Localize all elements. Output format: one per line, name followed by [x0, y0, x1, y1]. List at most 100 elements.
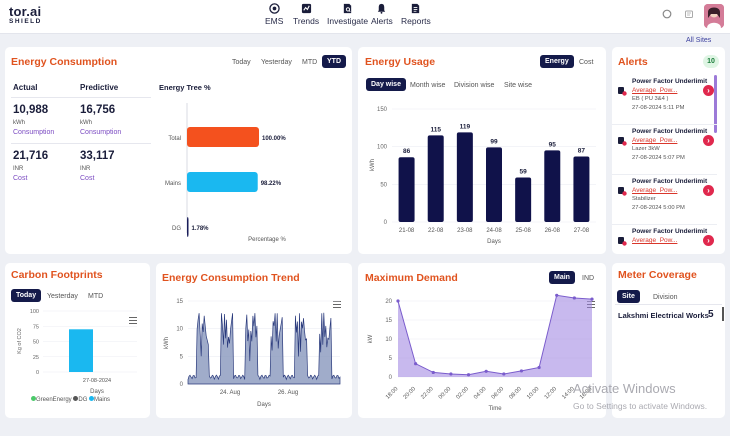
nav-label: Trends [293, 16, 320, 26]
actual-kwh-unit: kWh [13, 120, 25, 126]
bell-icon [378, 3, 386, 14]
avatar[interactable] [704, 4, 724, 28]
tick-label: 100 [30, 309, 39, 315]
nav-investigate[interactable]: Investigate [327, 3, 368, 26]
predictive-inr-unit: INR [80, 166, 91, 172]
site-name[interactable]: Lakshmi Electrical Works [618, 311, 709, 320]
notification-icon[interactable] [684, 9, 694, 19]
alert-device: Lazer 3kW [632, 146, 660, 152]
alerts-list: Power Factor Underlimit Average_Pow... EB … [612, 75, 725, 254]
alert-list-icon [618, 187, 627, 196]
refresh-icon[interactable] [662, 9, 672, 19]
data-label: 59 [520, 169, 528, 176]
alert-link[interactable]: Average_Pow... [632, 137, 678, 144]
tab-today[interactable]: Today [11, 289, 42, 302]
tick-label: 0 [180, 382, 184, 388]
tick-label: 08:00 [508, 386, 523, 401]
legend-green-energy[interactable]: GreenEnergy [36, 397, 72, 403]
legend-green-dot [31, 396, 36, 401]
usage-bar [544, 150, 561, 222]
usage-bar [456, 132, 473, 222]
demand-point [519, 369, 524, 373]
toggle-cost[interactable]: Cost [579, 59, 594, 66]
alert-item[interactable]: Power Factor Underlimit Average_Pow... › [612, 225, 717, 254]
logo[interactable]: tor.ai SHIELD [9, 5, 42, 26]
tab-mtd[interactable]: MTD [88, 293, 104, 300]
legend-dg[interactable]: DG [78, 397, 88, 403]
actual-kwh-value: 10,988 [13, 104, 49, 116]
chart-menu-icon[interactable] [333, 301, 341, 308]
tab-mtd[interactable]: MTD [302, 59, 318, 66]
axis-label: kWh [370, 159, 376, 171]
usage-bar [486, 147, 502, 222]
tab-today[interactable]: Today [232, 59, 251, 66]
tab-yesterday[interactable]: Yesterday [47, 293, 78, 300]
nav-ems[interactable]: EMS [265, 3, 283, 26]
tree-bar [187, 217, 189, 237]
actual-consumption-label: Consumption [13, 129, 55, 136]
alert-device: Stabilizer [632, 196, 656, 202]
demand-point [414, 362, 418, 366]
toggle-main[interactable]: Main [549, 271, 575, 284]
alert-item[interactable]: Power Factor Underlimit Average_Pow... Sta… [612, 175, 717, 225]
tick-label: 0 [389, 375, 393, 381]
toggle-energy[interactable]: Energy [540, 55, 574, 68]
toggle-ind[interactable]: IND [582, 275, 595, 282]
tab-ytd[interactable]: YTD [322, 55, 346, 68]
nav-alerts[interactable]: Alerts [371, 3, 393, 26]
predictive-label: Predictive [80, 83, 119, 92]
axis-label: Kg of CO2 [17, 328, 23, 354]
tree-bar [187, 172, 258, 192]
tick-label: 25-08 [515, 228, 531, 234]
tab-yesterday[interactable]: Yesterday [261, 59, 292, 66]
legend-mains[interactable]: Mains [94, 397, 111, 403]
nav-trends[interactable]: Trends [293, 3, 319, 26]
tick-label: 26-08 [545, 228, 561, 234]
alerts-card: Alerts 10 Power Factor Underlimit Average… [612, 47, 725, 254]
alerts-count-badge: 10 [703, 55, 719, 68]
alert-time: 27-08-2024 5:11 PM [632, 105, 685, 111]
all-sites-link[interactable]: All Sites [686, 37, 712, 44]
alert-link[interactable]: Average_Pow... [632, 237, 678, 244]
tick-label: 18:00 [385, 386, 400, 401]
legend-mains-dot [89, 396, 95, 401]
chevron-right-icon[interactable]: › [703, 185, 714, 196]
energy-trend-chart: 0 5 10 15 kWh 24. Aug 26. Aug Days [164, 299, 341, 408]
alert-list-icon [618, 87, 627, 96]
card-title: Alerts [618, 56, 648, 68]
predictive-cost-label: Cost [80, 175, 95, 182]
tab-site-wise[interactable]: Site wise [504, 82, 533, 89]
alert-link[interactable]: Average_Pow... [632, 87, 678, 94]
divider [11, 143, 151, 144]
logo-main: tor.ai [9, 4, 42, 19]
tab-month-wise[interactable]: Month wise [410, 82, 446, 89]
tick-label: 100 [377, 145, 388, 151]
energy-consumption-card: Energy Consumption Today Yesterday MTD Y… [5, 47, 352, 254]
tick-label: 10:00 [526, 386, 541, 401]
chevron-right-icon[interactable]: › [703, 235, 714, 246]
chart-menu-icon[interactable] [129, 317, 137, 324]
tick-label: 0 [36, 370, 39, 376]
tab-site[interactable]: Site [617, 290, 640, 303]
data-label: 100.00% [262, 136, 286, 142]
tick-label: 5 [180, 354, 184, 360]
alert-list-icon [618, 237, 627, 246]
chevron-right-icon[interactable]: › [703, 85, 714, 96]
axis-label: kW [368, 334, 374, 343]
card-title: Carbon Footprints [11, 269, 103, 281]
alert-item[interactable]: Power Factor Underlimit Average_Pow... Laz… [612, 125, 717, 175]
alert-item[interactable]: Power Factor Underlimit Average_Pow... EB … [612, 75, 717, 125]
alerts-scrollbar[interactable] [714, 75, 717, 133]
nav-reports[interactable]: Reports [401, 3, 431, 26]
target-icon [268, 3, 280, 14]
tab-day-wise[interactable]: Day wise [366, 78, 406, 91]
meter-scrollbar[interactable] [722, 307, 724, 321]
demand-point [572, 296, 576, 300]
tab-division-wise[interactable]: Division wise [454, 82, 495, 89]
tick-label: 15 [176, 299, 183, 305]
tab-division[interactable]: Division [653, 294, 678, 301]
axis-label: kWh [164, 337, 170, 349]
data-label: 98.22% [261, 181, 282, 187]
chevron-right-icon[interactable]: › [703, 135, 714, 146]
alert-link[interactable]: Average_Pow... [632, 187, 678, 194]
